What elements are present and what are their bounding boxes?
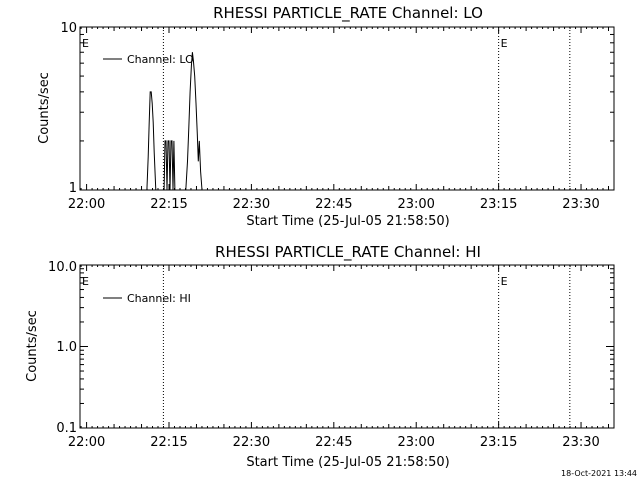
flag-label: E xyxy=(501,275,508,288)
series-line-lo xyxy=(146,52,203,191)
x-tick-label: 23:00 xyxy=(397,435,434,450)
x-tick-label: 22:45 xyxy=(315,197,352,212)
x-tick-label: 23:30 xyxy=(562,197,599,212)
x-axis-hi: 22:00 22:15 22:30 22:45 23:00 23:15 23:30 xyxy=(68,265,615,450)
y-tick-label-lo-10: 10 xyxy=(60,21,77,36)
x-axis-label-hi: Start Time (25-Jul-05 21:58:50) xyxy=(246,455,449,470)
flag-label: E xyxy=(501,37,508,50)
flag-label: E xyxy=(82,275,89,288)
x-tick-label: 22:15 xyxy=(150,435,187,450)
x-tick-label: 22:00 xyxy=(68,435,105,450)
timestamp: 18-Oct-2021 13:44 xyxy=(561,469,637,478)
x-tick-label: 23:15 xyxy=(480,435,517,450)
legend-lo: Channel: LO xyxy=(103,53,194,66)
plot-frame-lo xyxy=(79,26,615,191)
y-axis-hi: 0.1 1.0 10.0 xyxy=(48,260,614,436)
y-tick-label-lo-1: 1 xyxy=(69,181,77,196)
x-tick-label: 23:00 xyxy=(397,197,434,212)
x-tick-label: 22:45 xyxy=(315,435,352,450)
chart-title-lo: RHESSI PARTICLE_RATE Channel: LO xyxy=(213,4,483,23)
x-tick-label: 22:30 xyxy=(233,197,270,212)
chart-title-hi: RHESSI PARTICLE_RATE Channel: HI xyxy=(215,243,481,262)
x-tick-label: 23:30 xyxy=(562,435,599,450)
y-axis-lo: 1 10 xyxy=(60,21,614,196)
y-axis-label-hi: Counts/sec xyxy=(25,310,40,382)
legend-hi: Channel: HI xyxy=(103,292,191,305)
x-tick-label: 22:00 xyxy=(68,197,105,212)
y-axis-label-lo: Counts/sec xyxy=(37,72,52,144)
flag-label: E xyxy=(82,37,89,50)
legend-label-hi: Channel: HI xyxy=(127,292,191,305)
legend-label-lo: Channel: LO xyxy=(127,53,194,66)
x-tick-label: 22:30 xyxy=(233,435,270,450)
y-tick-label-hi-10.0: 10.0 xyxy=(48,260,77,275)
x-axis-label-lo: Start Time (25-Jul-05 21:58:50) xyxy=(246,214,449,229)
x-tick-label: 22:15 xyxy=(150,197,187,212)
y-tick-label-hi-1.0: 1.0 xyxy=(56,340,77,355)
x-axis-lo: 22:00 22:15 22:30 22:45 23:00 23:15 23:30 xyxy=(68,27,615,212)
y-tick-label-hi-0.1: 0.1 xyxy=(56,421,77,436)
x-tick-label: 23:15 xyxy=(480,197,517,212)
